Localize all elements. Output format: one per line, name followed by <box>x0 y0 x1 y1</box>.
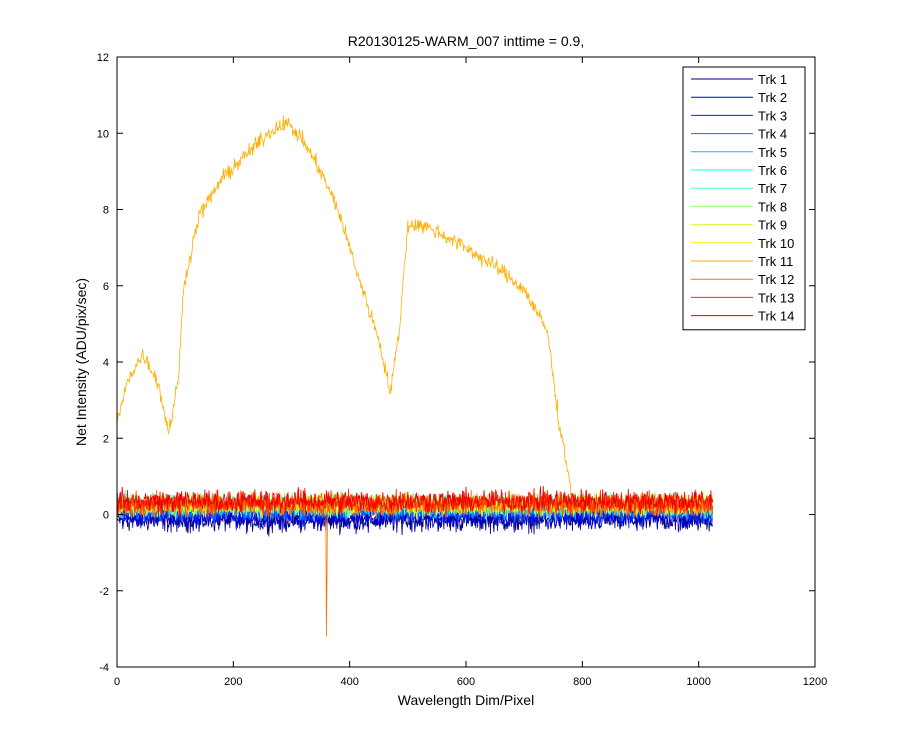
series-line-trk-14 <box>116 486 714 516</box>
legend-box <box>682 66 806 331</box>
y-tick-label: -2 <box>99 586 109 598</box>
y-tick-label: 2 <box>103 433 109 445</box>
legend-label: Trk 1 <box>758 72 787 87</box>
ticks-layer: 0 200 400 600 800 1000 1200 -4 -2 0 2 4 6 8 10 12 <box>97 52 827 688</box>
y-axis-label: Net Intensity (ADU/pix/sec) <box>73 278 89 446</box>
series-layer <box>116 115 714 637</box>
y-tick-label: 8 <box>103 205 109 217</box>
legend-label: Trk 7 <box>758 181 787 196</box>
legend-label: Trk 2 <box>758 90 787 105</box>
y-tick-label: 6 <box>103 281 109 293</box>
legend-label: Trk 10 <box>758 236 794 251</box>
y-tick-label: 10 <box>97 128 109 140</box>
legend-label: Trk 11 <box>758 254 793 269</box>
legend-label: Trk 13 <box>758 290 794 305</box>
x-tick-label: 0 <box>114 676 120 688</box>
legend-label: Trk 14 <box>758 309 794 324</box>
x-tick-label: 1200 <box>803 676 827 688</box>
y-tick-label: -4 <box>99 662 109 674</box>
legend-label: Trk 3 <box>758 108 787 123</box>
y-tick-label: 12 <box>97 52 109 64</box>
legend-label: Trk 9 <box>758 218 787 233</box>
chart-title: R20130125-WARM_007 inttime = 0.9, <box>348 33 584 49</box>
legend-label: Trk 6 <box>758 163 787 178</box>
legend-label: Trk 8 <box>758 199 787 214</box>
legend-label: Trk 5 <box>758 145 787 160</box>
legend-label: Trk 4 <box>758 127 787 142</box>
y-tick-label: 0 <box>103 510 109 522</box>
y-tick-label: 4 <box>103 357 109 369</box>
x-tick-label: 200 <box>224 676 242 688</box>
x-tick-label: 400 <box>340 676 358 688</box>
x-tick-label: 600 <box>457 676 475 688</box>
x-tick-label: 1000 <box>686 676 710 688</box>
x-tick-label: 800 <box>573 676 591 688</box>
legend: Trk 1 Trk 2 Trk 3 Trk 4 Trk 5 Trk 6 Trk 7 Trk 8… <box>682 66 806 331</box>
legend-label: Trk 12 <box>758 272 794 287</box>
x-axis-label: Wavelength Dim/Pixel <box>398 692 534 708</box>
